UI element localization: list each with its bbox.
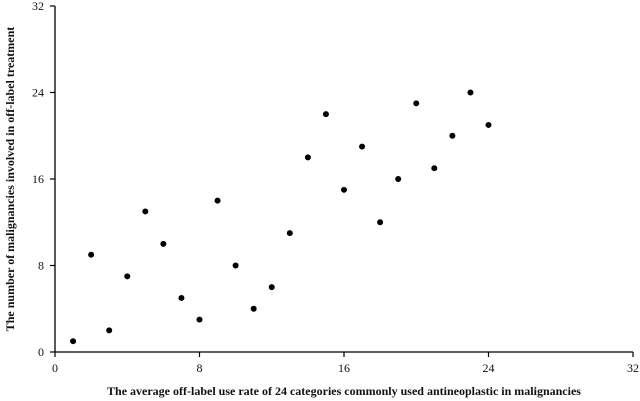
data-point xyxy=(196,316,203,323)
x-tick-label: 24 xyxy=(483,361,495,375)
x-tick-label: 16 xyxy=(338,361,350,375)
data-point xyxy=(377,219,384,226)
data-point xyxy=(449,132,456,139)
y-tick-label: 24 xyxy=(32,86,44,100)
plot-area: 0 8 16 24 32 0 8 16 24 32 xyxy=(32,0,639,375)
x-tick-label: 32 xyxy=(627,361,639,375)
y-axis-title: The number of malignancies involved in o… xyxy=(3,27,17,332)
data-point xyxy=(395,176,402,182)
data-point xyxy=(485,121,492,128)
data-point xyxy=(124,273,131,280)
data-point xyxy=(70,338,77,345)
x-axis-title: The average off-label use rate of 24 cat… xyxy=(107,384,581,398)
data-point xyxy=(214,197,221,204)
data-point xyxy=(250,305,257,312)
data-point xyxy=(88,251,95,258)
y-tick-label: 8 xyxy=(38,259,44,273)
data-point xyxy=(413,100,420,107)
data-point xyxy=(286,230,293,237)
data-point xyxy=(322,111,329,118)
data-point xyxy=(359,143,366,150)
y-tick-label: 32 xyxy=(32,0,44,13)
x-tick-label: 0 xyxy=(52,361,58,375)
data-point xyxy=(142,208,149,215)
data-point xyxy=(467,89,474,96)
data-point xyxy=(106,327,113,334)
data-point xyxy=(341,186,347,193)
y-tick-label: 0 xyxy=(38,345,44,359)
data-point xyxy=(431,165,438,172)
x-axis-ticks: 0 8 16 24 32 xyxy=(52,352,639,375)
y-tick-label: 16 xyxy=(32,172,44,186)
y-axis-ticks: 0 8 16 24 32 xyxy=(32,0,55,359)
data-point xyxy=(304,154,311,161)
data-points xyxy=(70,89,492,345)
x-tick-label: 8 xyxy=(197,361,203,375)
data-point xyxy=(178,294,185,301)
data-point xyxy=(160,240,167,247)
data-point xyxy=(232,262,239,269)
data-point xyxy=(268,284,275,291)
